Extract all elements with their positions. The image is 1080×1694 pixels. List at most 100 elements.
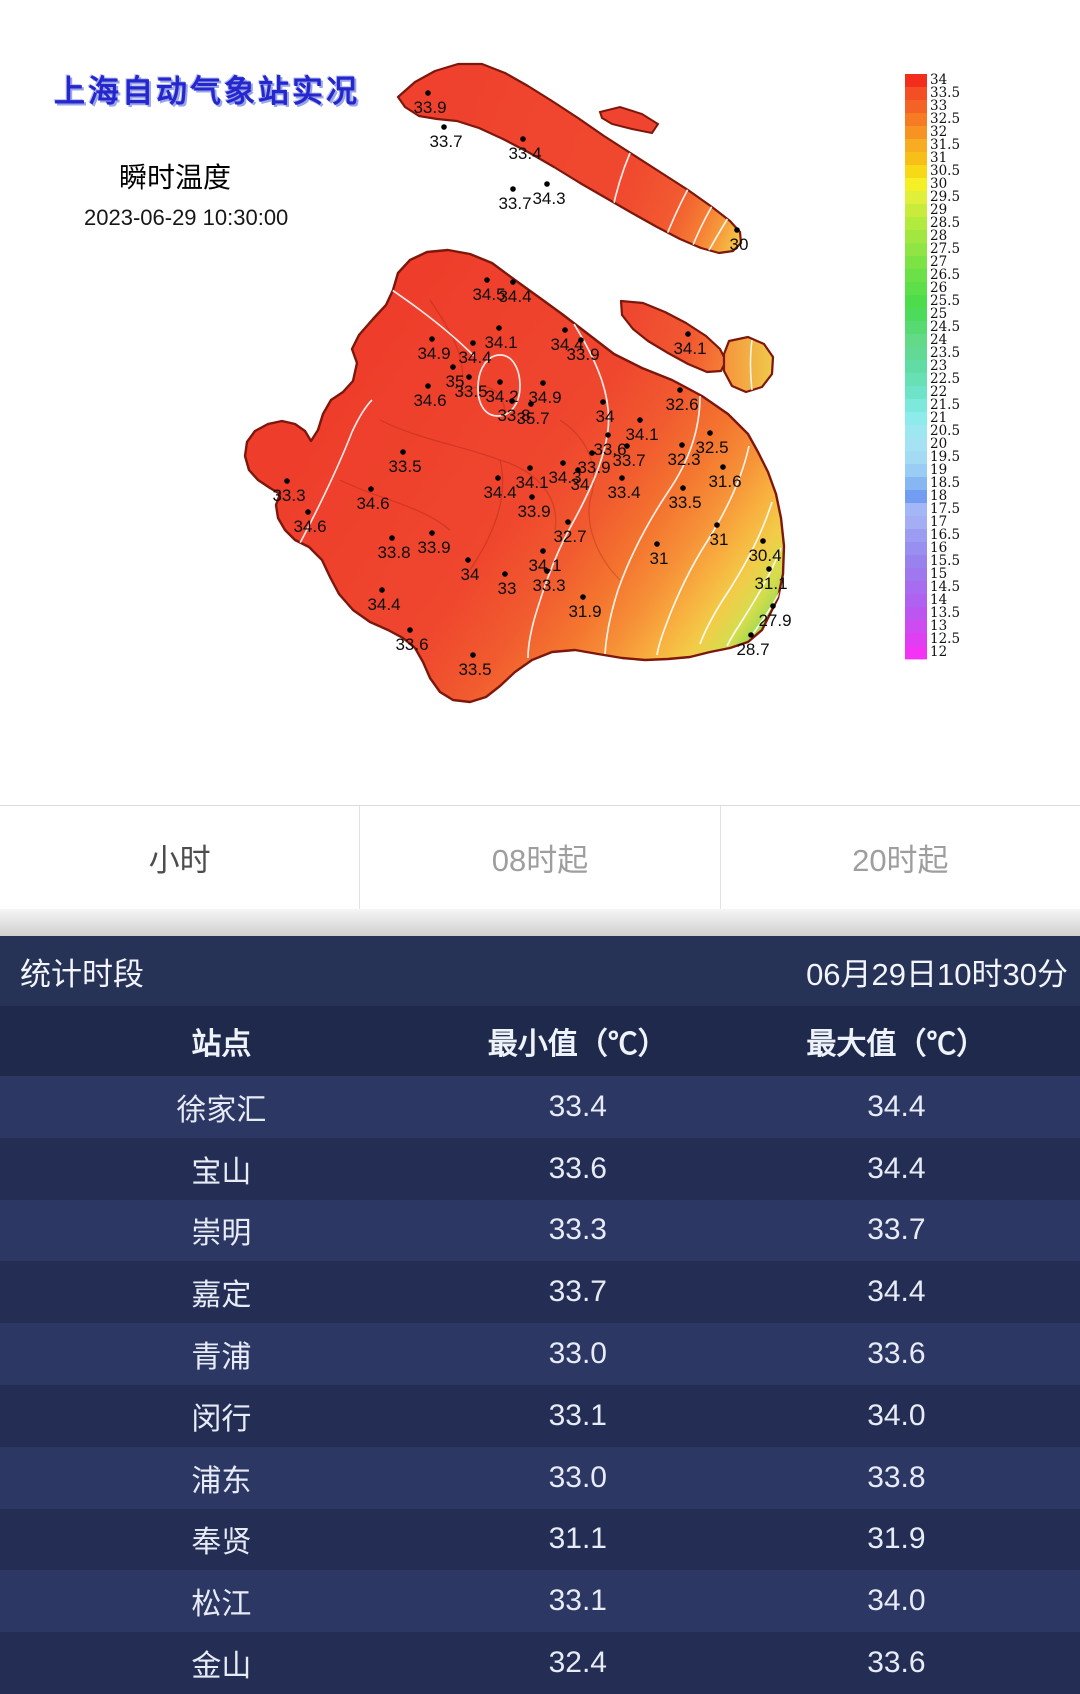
legend-tick-label: 30: [930, 176, 947, 192]
station-temperature-label: 32.7: [553, 527, 586, 546]
station-dot: [470, 340, 476, 346]
legend-tick-label: 18.5: [930, 475, 960, 491]
station-dot: [495, 475, 501, 481]
station-temperature-label: 27.9: [758, 611, 791, 630]
legend-tick-label: 33: [930, 98, 947, 114]
station-markers: 33.933.733.433.7 34.33034.134.534.434.134…: [272, 90, 792, 679]
column-header: 站点: [191, 1028, 252, 1061]
station-temperature-label: 30: [730, 235, 749, 254]
tab-08时起[interactable]: 08时起: [359, 806, 719, 909]
station-dot: [527, 465, 533, 471]
legend-band: [905, 633, 927, 647]
station-dot: [575, 467, 581, 473]
table-row: 松江 33.1 34.0: [0, 1570, 1080, 1633]
legend-tick-label: 15: [930, 566, 947, 582]
legend-band: [905, 646, 927, 660]
station-temperature-label: 34.3: [532, 189, 565, 208]
station-temperature-label: 31: [710, 530, 729, 549]
legend-tick-label: 12: [930, 644, 947, 660]
station-temperature-label: 34.5: [472, 285, 505, 304]
legend-band: [905, 308, 927, 322]
station-dot: [544, 568, 550, 574]
legend-band: [905, 594, 927, 608]
legend-tick-label: 16: [930, 540, 947, 556]
legend-band: [905, 295, 927, 309]
legend-band: [905, 204, 927, 218]
legend-tick-label: 25.5: [930, 293, 960, 309]
legend-tick-label: 31: [930, 150, 947, 166]
legend-band: [905, 438, 927, 452]
legend-band: [905, 243, 927, 257]
stats-period-bar: 统计时段 06月29日10时30分: [0, 936, 1080, 1006]
station-temperature-label: 30.4: [748, 546, 781, 565]
station-temperature-label: 33: [498, 579, 517, 598]
station-temperature-label: 33.5: [458, 660, 491, 679]
tab-小时[interactable]: 小时: [148, 843, 211, 878]
legend-band: [905, 477, 927, 491]
legend-tick-label: 32: [930, 124, 947, 140]
station-dot: [284, 478, 290, 484]
station-temperature-label: 34.3: [548, 468, 581, 487]
legend-band: [905, 568, 927, 582]
station-temperature-label: 34.1: [625, 425, 658, 444]
tab-20时起[interactable]: 20时起: [719, 806, 1080, 909]
legend-band: [905, 152, 927, 166]
station-dot: [562, 327, 568, 333]
station-temperature-label: 34.9: [528, 388, 561, 407]
legend-band: [905, 217, 927, 231]
station-dot: [425, 383, 431, 389]
legend-band: [905, 620, 927, 634]
max-value: 34.4: [867, 1275, 926, 1309]
station-dot: [510, 186, 516, 192]
min-value: 31.1: [548, 1522, 607, 1556]
station-temperature-label: 34.6: [356, 494, 389, 513]
max-value: 33.8: [867, 1460, 926, 1494]
station-temperature-label: 34.4: [483, 483, 516, 502]
station-dot: [540, 548, 546, 554]
legend-tick-label: 14.5: [930, 579, 960, 595]
min-value: 33.4: [548, 1089, 607, 1123]
legend-tick-label: 19.5: [930, 449, 960, 465]
station-dot: [450, 364, 456, 370]
legend-tick-label: 25: [930, 306, 947, 322]
station-temperature-label: 33.9: [413, 98, 446, 117]
station-temperature-label: 34.4: [498, 287, 531, 306]
station-name: 宝山: [191, 1155, 252, 1189]
table-row: 嘉定 33.7 34.4: [0, 1261, 1080, 1324]
legend-tick-label: 27.5: [930, 241, 960, 257]
legend-tick-label: 21: [930, 410, 947, 426]
station-temperature-label: 33.8: [497, 406, 530, 425]
min-value: 33.0: [548, 1460, 607, 1494]
station-name: 闵行: [191, 1402, 252, 1436]
legend-tick-label: 17: [930, 514, 947, 530]
max-value: 31.9: [867, 1522, 926, 1556]
table-row: 金山 32.4 33.6: [0, 1632, 1080, 1694]
station-dot: [407, 627, 413, 633]
legend-band: [905, 581, 927, 595]
legend-band: [905, 412, 927, 426]
legend-band: [905, 373, 927, 387]
legend-band: [905, 386, 927, 400]
legend-tick-label: 26: [930, 280, 947, 296]
legend-tick-label: 13: [930, 618, 947, 634]
station-temperature-label: 34.1: [673, 339, 706, 358]
station-temperature-label: 31.9: [568, 602, 601, 621]
legend-band: [905, 74, 927, 88]
legend-band: [905, 191, 927, 205]
table-row: 崇明 33.3 33.7: [0, 1199, 1080, 1262]
station-dot: [465, 557, 471, 563]
station-temperature-label: 33.7: [429, 132, 462, 151]
temperature-legend: 3433.53332.53231.53130.53029.52928.52827…: [905, 72, 960, 660]
station-temperature-label: 31: [650, 549, 669, 568]
legend-tick-label: 32.5: [930, 111, 960, 127]
legend-tick-label: 19: [930, 462, 947, 478]
max-value: 34.0: [867, 1398, 926, 1432]
islet-sliver: [598, 105, 660, 135]
contour-lines-mainland: [298, 270, 782, 659]
station-dot: [544, 181, 550, 187]
legend-band: [905, 425, 927, 439]
legend-tick-label: 18: [930, 488, 947, 504]
station-temperature-label: 33.3: [532, 576, 565, 595]
station-name: 嘉定: [191, 1279, 252, 1313]
legend-tick-label: 29.5: [930, 189, 960, 205]
